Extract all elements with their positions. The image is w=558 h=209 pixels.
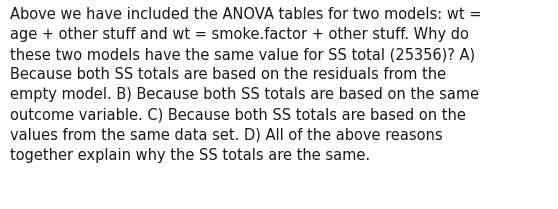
Text: Above we have included the ANOVA tables for two models: wt =
age + other stuff a: Above we have included the ANOVA tables …	[10, 7, 482, 163]
